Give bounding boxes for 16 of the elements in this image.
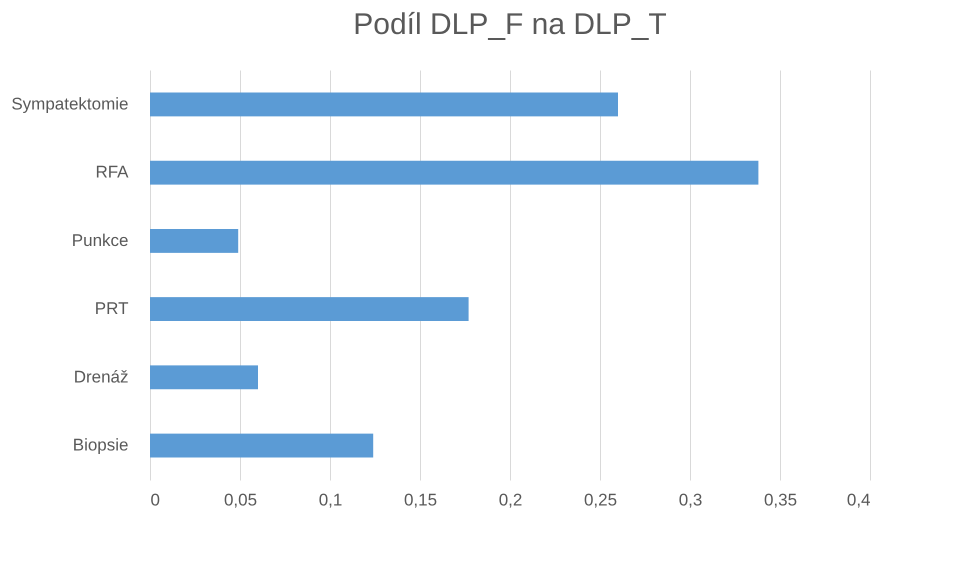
y-tick-label: Biopsie <box>72 436 128 455</box>
x-tick-label: 0,35 <box>764 490 798 510</box>
y-tick-label: Sympatektomie <box>11 94 128 114</box>
x-tick-label: 0,05 <box>224 490 258 510</box>
x-tick-label: 0,4 <box>846 490 870 510</box>
x-tick-label: 0,15 <box>404 490 438 510</box>
x-tick-label: 0,3 <box>678 490 702 510</box>
x-tick-label: 0,2 <box>498 490 522 510</box>
y-tick-label: Drenáž <box>74 367 128 386</box>
y-tick-label: PRT <box>94 299 128 318</box>
x-tick-label: 0 <box>150 490 160 510</box>
y-tick-label: Punkce <box>72 230 128 250</box>
x-tick-label: 0,25 <box>584 490 618 510</box>
chart-title: Podíl DLP_F na DLP_T <box>353 8 667 41</box>
x-tick-label: 0,1 <box>318 490 342 510</box>
y-tick-label: RFA <box>95 162 130 182</box>
